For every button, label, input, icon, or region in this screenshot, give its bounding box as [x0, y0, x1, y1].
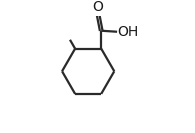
- Text: O: O: [93, 0, 104, 14]
- Text: OH: OH: [117, 25, 139, 39]
